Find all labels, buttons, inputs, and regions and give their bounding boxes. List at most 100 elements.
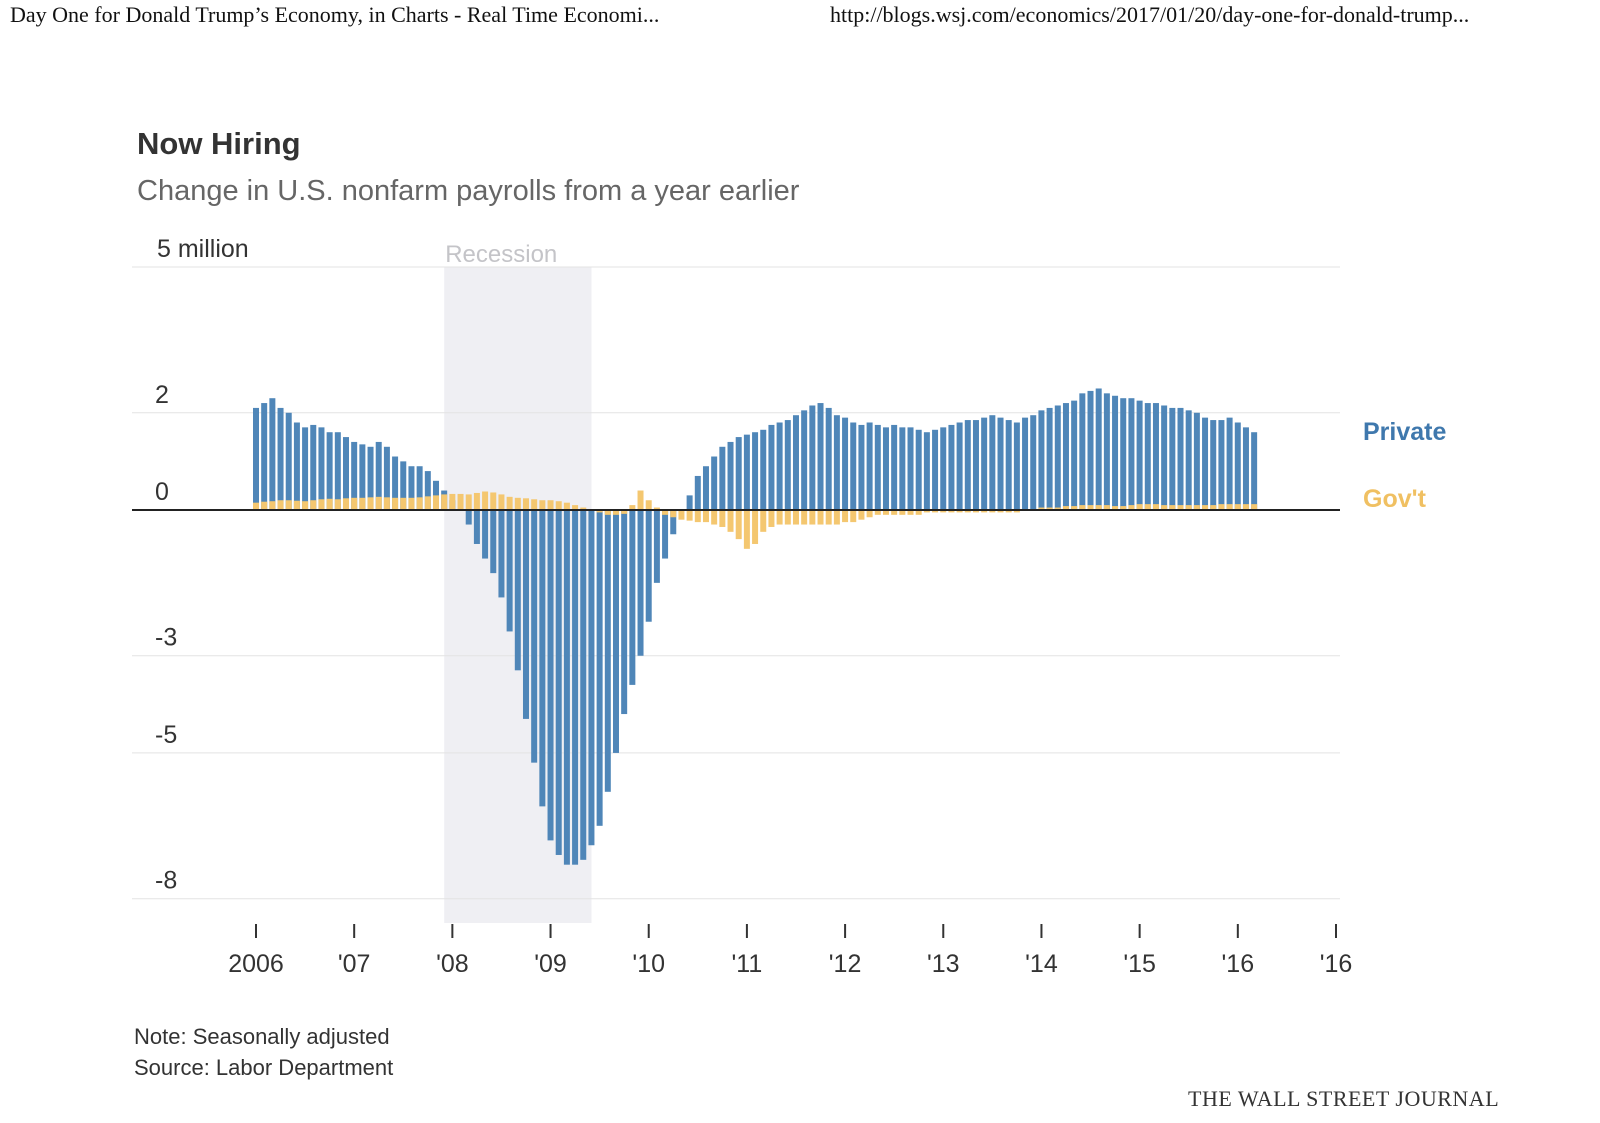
private-bar bbox=[588, 509, 595, 846]
govt-bar bbox=[1046, 507, 1053, 510]
govt-bar bbox=[1103, 505, 1110, 510]
private-bar bbox=[253, 407, 259, 510]
private-bar bbox=[604, 509, 611, 792]
private-bar bbox=[261, 403, 268, 510]
x-tick-label: '16 bbox=[1320, 950, 1353, 978]
govt-bar bbox=[1038, 507, 1045, 510]
govt-bar bbox=[261, 501, 268, 510]
private-bar bbox=[825, 407, 832, 510]
print-page-url: http://blogs.wsj.com/economics/2017/01/2… bbox=[830, 2, 1470, 27]
private-bar bbox=[874, 424, 881, 510]
govt-bar bbox=[637, 490, 644, 510]
govt-bar bbox=[842, 509, 849, 523]
govt-bar bbox=[1234, 504, 1241, 510]
chart-title: Now Hiring bbox=[137, 126, 301, 161]
private-bar bbox=[400, 461, 407, 510]
private-bar bbox=[596, 509, 603, 826]
govt-bar bbox=[1128, 505, 1135, 510]
govt-bar bbox=[768, 509, 775, 527]
private-bar bbox=[1242, 427, 1249, 510]
govt-bar bbox=[915, 509, 922, 515]
private-bar bbox=[563, 509, 570, 865]
govt-bar bbox=[1112, 506, 1119, 510]
govt-bar bbox=[727, 509, 734, 532]
govt-bar bbox=[302, 501, 309, 510]
private-bar bbox=[866, 422, 873, 510]
private-bar bbox=[1152, 403, 1159, 510]
govt-bar bbox=[1218, 504, 1225, 510]
govt-bar bbox=[1251, 504, 1258, 510]
govt-bar bbox=[547, 500, 554, 510]
private-bar bbox=[277, 407, 284, 510]
govt-bar bbox=[858, 509, 865, 520]
govt-bar bbox=[850, 509, 857, 523]
govt-bar bbox=[326, 498, 333, 510]
y-tick-label: 2 bbox=[155, 381, 169, 409]
private-bar bbox=[1046, 407, 1053, 510]
private-bar bbox=[1193, 412, 1200, 510]
private-bar bbox=[1226, 417, 1233, 510]
print-header: Day One for Donald Trump’s Economy, in C… bbox=[0, 0, 1600, 36]
govt-bar bbox=[514, 497, 521, 510]
govt-bar bbox=[833, 509, 840, 525]
govt-bar bbox=[1071, 506, 1078, 510]
govt-bar bbox=[490, 492, 497, 510]
x-tick-label: '12 bbox=[829, 950, 862, 978]
x-tick-label: '10 bbox=[632, 950, 665, 978]
govt-bar bbox=[441, 494, 448, 510]
private-bar bbox=[310, 424, 317, 510]
govt-bar bbox=[784, 509, 791, 525]
private-bar bbox=[776, 422, 783, 510]
govt-bar bbox=[1202, 505, 1209, 510]
govt-bar bbox=[1005, 509, 1012, 513]
private-bar bbox=[760, 429, 767, 510]
private-bar bbox=[506, 509, 513, 632]
private-bar bbox=[719, 446, 726, 510]
private-bar bbox=[1177, 407, 1184, 510]
govt-bar bbox=[1152, 504, 1159, 510]
private-bar bbox=[465, 509, 472, 525]
govt-bar bbox=[694, 509, 701, 523]
private-bar bbox=[621, 509, 628, 715]
private-bar bbox=[1095, 388, 1102, 510]
govt-bar bbox=[424, 496, 431, 510]
govt-bar bbox=[964, 509, 971, 513]
private-bar bbox=[1013, 422, 1020, 510]
private-bar bbox=[858, 424, 865, 510]
govt-bar bbox=[1120, 506, 1127, 510]
private-bar bbox=[752, 432, 759, 510]
private-bar bbox=[907, 427, 914, 510]
govt-bar bbox=[392, 497, 399, 510]
private-bar bbox=[1005, 420, 1012, 510]
private-bar bbox=[1087, 390, 1094, 510]
private-bar bbox=[498, 509, 505, 598]
govt-bar bbox=[776, 509, 783, 525]
govt-bar bbox=[375, 496, 382, 510]
x-tick-label: '08 bbox=[436, 950, 469, 978]
private-bar bbox=[367, 446, 374, 510]
private-bar bbox=[662, 509, 669, 559]
private-bar bbox=[522, 509, 529, 719]
govt-bar bbox=[408, 497, 415, 510]
private-bar bbox=[972, 420, 979, 510]
private-bar bbox=[318, 427, 325, 510]
private-bar bbox=[989, 415, 996, 510]
private-bar bbox=[964, 420, 971, 510]
govt-bar bbox=[367, 497, 374, 510]
govt-bar bbox=[1095, 505, 1102, 510]
private-bar bbox=[1071, 400, 1078, 510]
govt-bar bbox=[621, 509, 628, 514]
private-bar bbox=[1161, 405, 1168, 510]
x-axis-ticks: 2006 '07 '08 '09 '10 '11 '12 '13 '14 '15 '16 '16 bbox=[228, 924, 1352, 978]
govt-bar bbox=[572, 505, 579, 510]
govt-bar bbox=[792, 509, 799, 525]
x-tick-label: '16 bbox=[1222, 950, 1255, 978]
private-bar bbox=[735, 437, 742, 510]
private-bar bbox=[473, 509, 480, 544]
govt-bar bbox=[269, 501, 276, 510]
private-bar bbox=[686, 495, 693, 510]
private-bar bbox=[842, 417, 849, 510]
govt-bar bbox=[342, 498, 349, 510]
govt-bar bbox=[400, 497, 407, 510]
